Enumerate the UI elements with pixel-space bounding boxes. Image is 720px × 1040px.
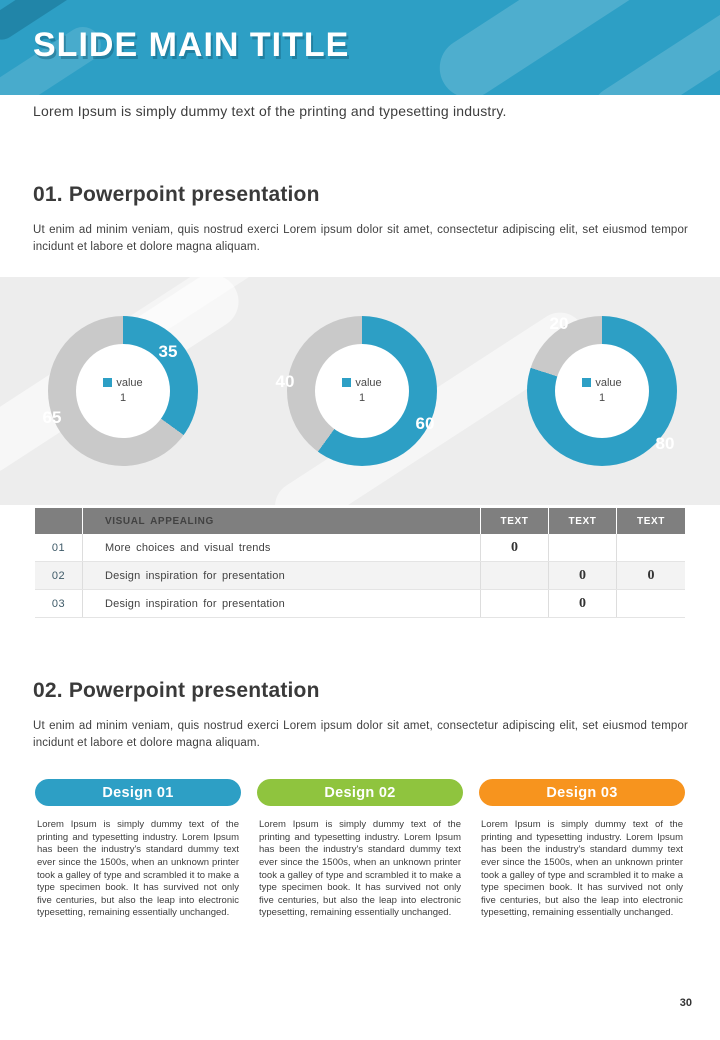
row-label: More choices and visual trends xyxy=(83,534,481,561)
card-title-pill: Design 02 xyxy=(257,779,463,806)
page-number: 30 xyxy=(679,997,692,1009)
table-header-empty xyxy=(35,508,83,534)
legend-label: value 1 xyxy=(116,376,143,404)
row-value-2: 0 xyxy=(549,590,617,617)
card-body: Lorem Ipsum is simply dummy text of the … xyxy=(259,819,461,919)
section1-heading: 01. Powerpoint presentation xyxy=(33,183,320,206)
row-value-1: 0 xyxy=(481,534,549,561)
charts-panel: value 1 35 65 value 1 60 40 value 1 80 2… xyxy=(0,277,720,505)
card-body: Lorem Ipsum is simply dummy text of the … xyxy=(37,819,239,919)
section2-body: Ut enim ad minim veniam, quis nostrud ex… xyxy=(33,720,688,750)
table-row: 01 More choices and visual trends 0 xyxy=(35,534,685,562)
table-header-text2: TEXT xyxy=(549,508,617,534)
row-label: Design inspiration for presentation xyxy=(83,590,481,617)
table-row: 02 Design inspiration for presentation 0… xyxy=(35,562,685,590)
row-value-1 xyxy=(481,590,549,617)
slide-title: SLIDE MAIN TITLE xyxy=(33,26,350,64)
segment-value-blue: 60 xyxy=(415,414,435,433)
row-number: 01 xyxy=(35,534,83,561)
table-header-text3: TEXT xyxy=(637,515,665,527)
segment-value-gray: 20 xyxy=(549,314,569,333)
header-banner: SLIDE MAIN TITLE xyxy=(0,0,720,95)
donut-chart-3: value 1 80 20 xyxy=(517,306,687,476)
card-title-pill: Design 03 xyxy=(479,779,685,806)
row-number: 02 xyxy=(35,562,83,589)
table-header-visual-appealing: VISUAL APPEALING xyxy=(83,508,481,534)
donut-ring: value 1 xyxy=(527,316,677,466)
legend-swatch xyxy=(582,377,592,387)
segment-value-blue: 80 xyxy=(655,434,675,453)
donut-chart-2: value 1 60 40 xyxy=(275,306,447,476)
chart-legend: value 1 xyxy=(578,376,626,407)
design-card-3: Design 03 Lorem Ipsum is simply dummy te… xyxy=(479,779,685,920)
segment-value-blue: 35 xyxy=(158,342,178,361)
data-table: VISUAL APPEALING TEXT TEXT TEXT 01 More … xyxy=(35,508,685,618)
section1-body: Ut enim ad minim veniam, quis nostrud ex… xyxy=(33,224,688,254)
donut-hole: value 1 xyxy=(555,344,649,438)
table-row: 03 Design inspiration for presentation 0 xyxy=(35,590,685,618)
design-card-2: Design 02 Lorem Ipsum is simply dummy te… xyxy=(257,779,463,920)
section2-heading: 02. Powerpoint presentation xyxy=(33,679,320,702)
chart-legend: value 1 xyxy=(338,376,386,407)
donut-hole: value 1 xyxy=(76,344,170,438)
card-body: Lorem Ipsum is simply dummy text of the … xyxy=(481,819,683,919)
row-value-1 xyxy=(481,562,549,589)
row-value-3 xyxy=(617,590,685,617)
donut-chart-1: value 1 35 65 xyxy=(38,306,208,476)
table-header-text1: TEXT xyxy=(481,508,549,534)
table-header-row: VISUAL APPEALING TEXT TEXT TEXT xyxy=(35,508,685,534)
legend-swatch xyxy=(103,377,113,387)
segment-value-gray: 65 xyxy=(42,408,62,427)
row-value-3 xyxy=(617,534,685,561)
legend-swatch xyxy=(342,377,352,387)
subtitle: Lorem Ipsum is simply dummy text of the … xyxy=(33,103,507,119)
card-title-pill: Design 01 xyxy=(35,779,241,806)
donut-hole: value 1 xyxy=(315,344,409,438)
donut-ring: value 1 xyxy=(287,316,437,466)
legend-label: value 1 xyxy=(595,376,622,404)
row-label: Design inspiration for presentation xyxy=(83,562,481,589)
row-number: 03 xyxy=(35,590,83,617)
segment-value-gray: 40 xyxy=(275,372,295,391)
donut-ring: value 1 xyxy=(48,316,198,466)
row-value-3: 0 xyxy=(647,567,655,583)
legend-label: value 1 xyxy=(355,376,382,404)
design-card-1: Design 01 Lorem Ipsum is simply dummy te… xyxy=(35,779,241,920)
row-value-2: 0 xyxy=(549,562,617,589)
row-value-2 xyxy=(549,534,617,561)
design-cards: Design 01 Lorem Ipsum is simply dummy te… xyxy=(35,779,685,920)
chart-legend: value 1 xyxy=(99,376,147,407)
